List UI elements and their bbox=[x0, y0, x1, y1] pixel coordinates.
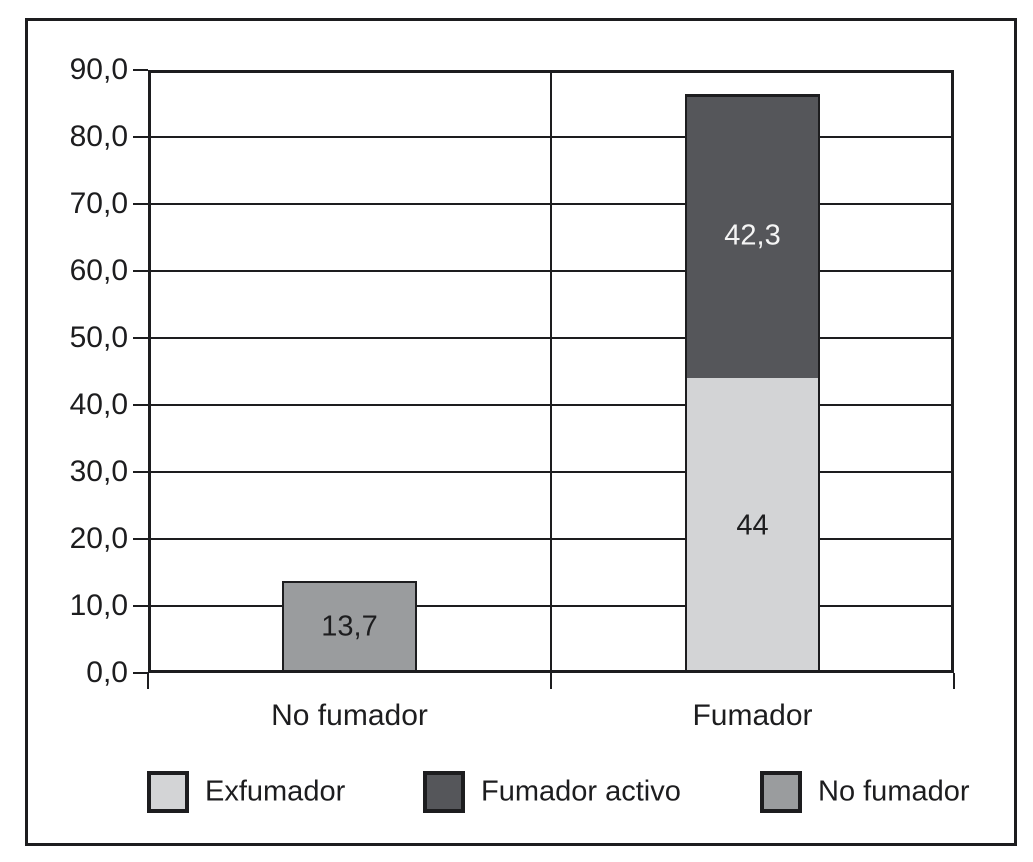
y-axis-tick-label: 10,0 bbox=[69, 589, 128, 622]
bar-segment-fumador-activo bbox=[685, 94, 820, 379]
legend-label-fumador-activo: Fumador activo bbox=[481, 775, 681, 808]
legend-label-no-fumador: No fumador bbox=[818, 775, 970, 808]
y-axis-tick-label: 0,0 bbox=[86, 656, 128, 689]
y-axis-tick-label: 80,0 bbox=[69, 120, 128, 153]
y-axis-tick bbox=[133, 69, 148, 71]
bar-segment-no-fumador bbox=[282, 581, 417, 673]
y-axis-tick bbox=[133, 203, 148, 205]
bar-segment-divider bbox=[685, 93, 820, 97]
x-axis-category-label: Fumador bbox=[692, 699, 813, 732]
x-axis-category-label: No fumador bbox=[271, 699, 428, 732]
y-axis-tick-label: 40,0 bbox=[69, 388, 128, 421]
bar-value-label: 44 bbox=[736, 509, 769, 542]
bar-segment-exfumador bbox=[685, 378, 820, 673]
bar-value-label: 13,7 bbox=[321, 610, 378, 643]
category-divider-line bbox=[550, 70, 552, 673]
y-axis-tick-label: 30,0 bbox=[69, 455, 128, 488]
legend-swatch-fumador-activo bbox=[423, 771, 465, 813]
y-axis-tick-label: 90,0 bbox=[69, 53, 128, 86]
y-axis-tick-label: 20,0 bbox=[69, 522, 128, 555]
bar-value-label: 42,3 bbox=[724, 219, 781, 252]
y-axis-tick bbox=[133, 337, 148, 339]
x-axis-tick bbox=[147, 673, 149, 689]
y-axis-tick bbox=[133, 270, 148, 272]
figure-frame bbox=[25, 18, 1017, 846]
legend-label-exfumador: Exfumador bbox=[205, 775, 346, 808]
legend-swatch-exfumador bbox=[147, 771, 189, 813]
x-axis-tick bbox=[550, 673, 552, 689]
y-axis-tick bbox=[133, 538, 148, 540]
y-axis-tick bbox=[133, 404, 148, 406]
y-axis-tick bbox=[133, 136, 148, 138]
y-axis-tick bbox=[133, 672, 148, 674]
y-axis-tick bbox=[133, 471, 148, 473]
y-axis-tick bbox=[133, 605, 148, 607]
x-axis-tick bbox=[953, 673, 955, 689]
y-axis-tick-label: 50,0 bbox=[69, 321, 128, 354]
y-axis-tick-label: 60,0 bbox=[69, 254, 128, 287]
legend-swatch-no-fumador bbox=[760, 771, 802, 813]
y-axis-tick-label: 70,0 bbox=[69, 187, 128, 220]
